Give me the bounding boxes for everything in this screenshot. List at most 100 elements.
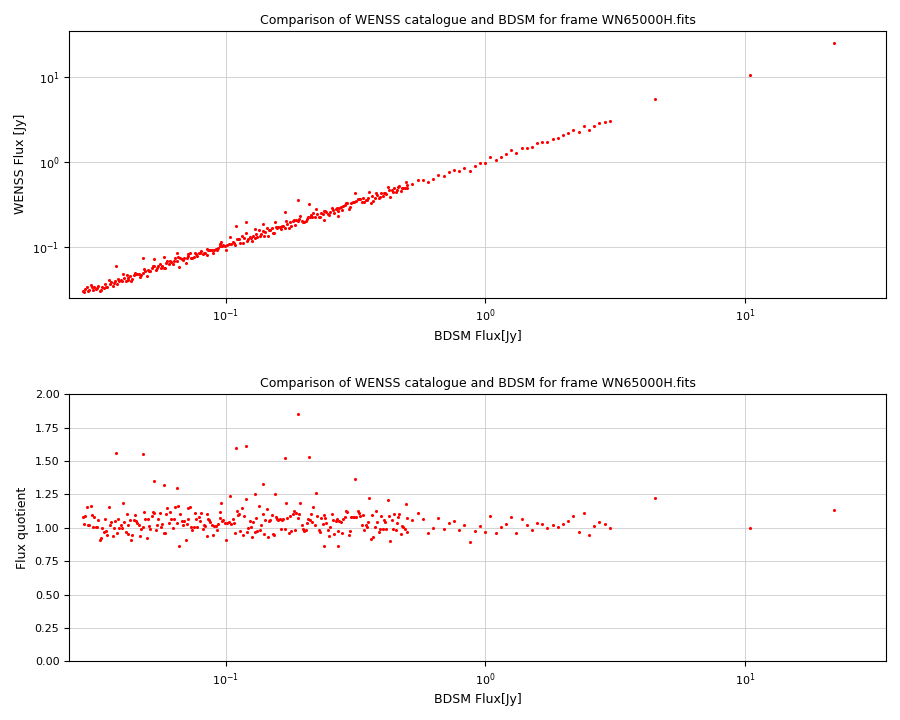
Point [134,523,148,535]
Point [398,523,412,534]
Point [253,524,267,536]
Point [337,513,351,525]
Point [103,518,117,530]
Point [138,265,152,276]
Point [212,238,227,250]
Point [382,510,396,522]
Point [189,513,203,525]
Point [152,258,166,270]
Point [356,192,370,204]
Point [202,244,216,256]
Point [446,164,461,176]
Point [200,243,214,255]
Point [174,252,188,264]
Point [134,269,148,280]
Point [145,510,159,522]
Point [383,191,398,202]
Point [370,189,384,201]
Point [163,255,177,266]
Point [323,207,338,218]
Point [194,507,209,518]
Point [332,515,347,526]
Point [442,166,456,178]
Point [198,247,212,258]
Point [478,526,492,537]
Point [131,269,146,280]
Point [337,200,351,212]
Point [99,525,113,536]
Point [581,125,596,136]
Point [172,540,186,552]
Point [353,510,367,521]
Point [254,520,268,531]
Point [545,133,560,145]
Point [166,523,180,534]
Point [164,256,178,268]
Point [536,136,550,148]
Point [273,513,287,525]
Point [421,527,436,539]
Point [256,478,271,490]
Point [648,492,662,504]
Point [78,510,93,521]
Point [108,275,122,287]
Point [199,530,213,541]
Point [270,513,284,525]
Point [312,212,327,223]
Point [648,94,662,105]
Point [212,506,227,518]
Point [457,520,472,531]
Point [140,513,155,525]
Point [104,516,119,528]
Point [259,222,274,234]
Point [113,519,128,531]
Point [201,513,215,525]
Point [364,197,378,208]
Point [320,207,334,218]
Point [86,284,100,295]
Point [251,225,266,236]
Point [168,252,183,264]
Point [212,240,227,252]
Point [237,232,251,243]
Point [121,519,135,531]
Point [119,526,133,538]
Point [271,222,285,233]
Point [341,529,356,541]
Point [592,516,607,528]
Point [215,240,230,251]
Point [129,269,143,280]
Point [381,181,395,192]
X-axis label: BDSM Flux[Jy]: BDSM Flux[Jy] [434,330,521,343]
Point [504,145,518,156]
Point [201,245,215,256]
Point [367,521,382,533]
Point [220,239,235,251]
Point [181,251,195,262]
Point [378,516,392,528]
Point [265,509,279,521]
Point [84,279,98,291]
Point [230,505,244,516]
Point [190,250,204,261]
Point [157,527,171,539]
Point [256,218,271,230]
Point [489,154,503,166]
Point [120,269,134,281]
Point [340,506,355,518]
Point [292,213,306,225]
Point [374,186,389,198]
Point [242,231,256,243]
Point [363,186,377,198]
Point [195,248,210,260]
Point [227,517,241,528]
Point [396,521,410,533]
Point [426,173,440,184]
Point [291,215,305,226]
Point [603,115,617,127]
Point [221,238,236,250]
Point [283,217,297,228]
Point [305,211,320,222]
Point [346,196,361,207]
Point [499,518,513,530]
